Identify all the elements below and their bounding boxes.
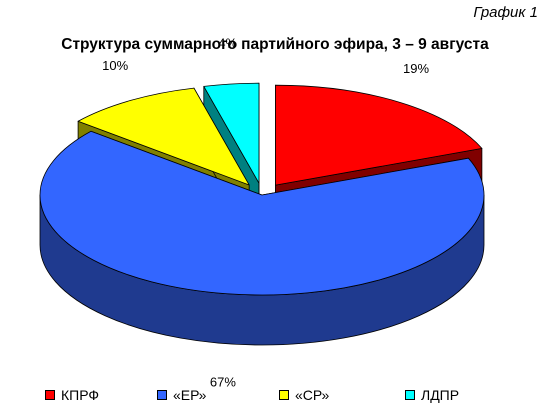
legend-swatch xyxy=(157,390,167,400)
legend-label: КПРФ xyxy=(61,387,100,403)
pie-top xyxy=(275,84,483,186)
legend-label: ЛДПР xyxy=(421,387,460,403)
pie-top xyxy=(39,130,485,296)
legend-item-ldpr: ЛДПР xyxy=(405,387,459,403)
legend-item-sr: «СР» xyxy=(279,387,329,403)
legend-item-er: «ЕР» xyxy=(157,387,206,403)
legend-label: «СР» xyxy=(295,387,330,403)
legend-swatch xyxy=(279,390,289,400)
pie-top xyxy=(77,87,250,186)
data-label-ер: 67% xyxy=(210,375,236,390)
chart-number-label: График 1 xyxy=(473,4,538,21)
pie-top xyxy=(203,82,260,184)
chart-title: Структура суммарного партийного эфира, 3… xyxy=(61,36,489,53)
legend-label: «ЕР» xyxy=(173,387,207,403)
legend-swatch xyxy=(405,390,415,400)
legend-swatch xyxy=(45,390,55,400)
legend-item-kprf: КПРФ xyxy=(45,387,99,403)
data-label-лдпр: 4% xyxy=(218,36,237,51)
chart-legend: КПРФ «ЕР» «СР» ЛДПР xyxy=(0,387,550,407)
pie-slice-ер xyxy=(39,130,485,346)
data-label-ср: 10% xyxy=(102,58,128,73)
data-label-кпрф: 19% xyxy=(403,61,429,76)
